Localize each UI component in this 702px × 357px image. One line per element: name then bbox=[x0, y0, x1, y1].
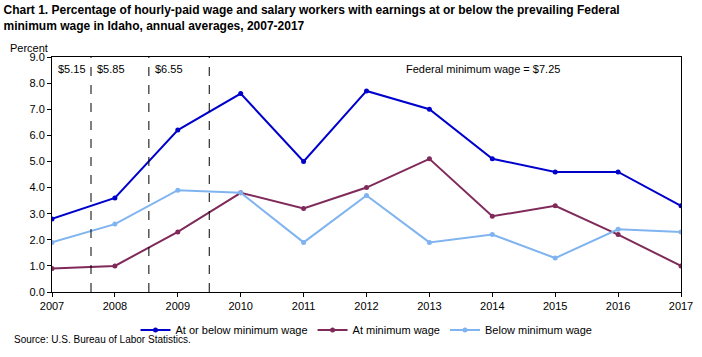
svg-text:8.0: 8.0 bbox=[30, 77, 45, 89]
svg-text:Below minimum wage: Below minimum wage bbox=[485, 324, 592, 336]
svg-text:2017: 2017 bbox=[669, 300, 693, 312]
svg-text:9.0: 9.0 bbox=[30, 51, 45, 63]
svg-text:4.0: 4.0 bbox=[30, 181, 45, 193]
svg-text:2014: 2014 bbox=[480, 300, 504, 312]
svg-text:1.0: 1.0 bbox=[30, 260, 45, 272]
svg-text:2008: 2008 bbox=[103, 300, 127, 312]
svg-text:2.0: 2.0 bbox=[30, 234, 45, 246]
svg-text:Percent: Percent bbox=[10, 42, 48, 54]
svg-text:2007: 2007 bbox=[40, 300, 64, 312]
svg-text:2013: 2013 bbox=[417, 300, 441, 312]
svg-text:Source: U.S. Bureau of Labor S: Source: U.S. Bureau of Labor Statistics. bbox=[14, 334, 191, 345]
svg-text:3.0: 3.0 bbox=[30, 208, 45, 220]
svg-text:$5.85: $5.85 bbox=[97, 63, 125, 75]
svg-text:2009: 2009 bbox=[166, 300, 190, 312]
svg-text:Federal minimum wage = $7.25: Federal minimum wage = $7.25 bbox=[406, 63, 560, 75]
svg-text:2016: 2016 bbox=[606, 300, 630, 312]
svg-text:Chart 1. Percentage of hourly-: Chart 1. Percentage of hourly-paid wage … bbox=[4, 3, 620, 33]
svg-text:2011: 2011 bbox=[292, 300, 316, 312]
svg-text:At or below minimum wage: At or below minimum wage bbox=[176, 324, 308, 336]
svg-text:2012: 2012 bbox=[354, 300, 378, 312]
svg-text:$6.55: $6.55 bbox=[155, 63, 183, 75]
svg-text:2015: 2015 bbox=[543, 300, 567, 312]
svg-text:0.0: 0.0 bbox=[30, 286, 45, 298]
svg-text:$5.15: $5.15 bbox=[58, 63, 86, 75]
svg-text:At minimum wage: At minimum wage bbox=[353, 324, 440, 336]
svg-text:6.0: 6.0 bbox=[30, 129, 45, 141]
svg-text:5.0: 5.0 bbox=[30, 155, 45, 167]
svg-text:7.0: 7.0 bbox=[30, 103, 45, 115]
svg-text:2010: 2010 bbox=[228, 300, 252, 312]
